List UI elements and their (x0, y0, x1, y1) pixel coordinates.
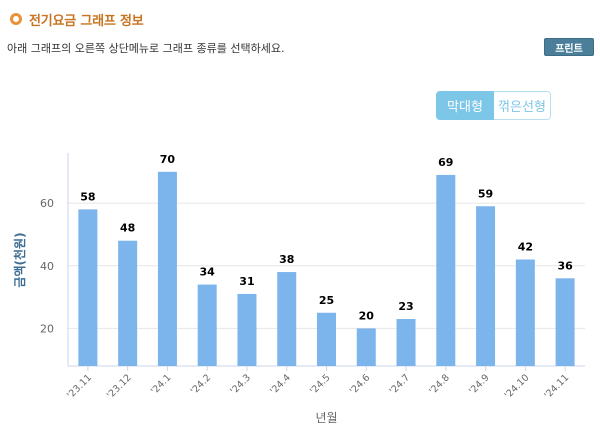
bar[interactable] (476, 206, 496, 366)
data-label: 25 (319, 294, 334, 307)
bar[interactable] (356, 328, 376, 366)
data-label: 70 (160, 153, 176, 166)
x-tick-label: '24.3 (228, 372, 253, 397)
y-tick-label: 20 (40, 322, 54, 335)
bar[interactable] (197, 284, 217, 366)
instruction-text: 아래 그래프의 오른쪽 상단메뉴로 그래프 종류를 선택하세요. (7, 42, 285, 55)
x-tick-label: '24.9 (467, 372, 492, 397)
x-tick-label: '24.4 (268, 372, 293, 397)
chart-type-toggle: 막대형 꺾은선형 (436, 91, 551, 120)
bar-chart-type-button[interactable]: 막대형 (436, 91, 494, 120)
x-tick-label: '24.2 (189, 372, 214, 397)
x-tick-label: '23.12 (105, 372, 134, 401)
y-tick-label: 60 (40, 197, 54, 210)
bar[interactable] (277, 272, 297, 366)
bar[interactable] (317, 312, 336, 366)
bar[interactable] (436, 174, 456, 366)
data-label: 34 (200, 266, 216, 279)
data-label: 36 (557, 259, 573, 272)
print-button[interactable]: 프린트 (544, 38, 594, 56)
bar[interactable] (78, 209, 98, 366)
x-tick-label: '23.11 (65, 372, 94, 401)
data-label: 42 (518, 241, 533, 254)
bar[interactable] (555, 278, 575, 366)
x-tick-label: '24.10 (503, 372, 532, 401)
bar[interactable] (118, 240, 138, 366)
data-label: 59 (478, 187, 493, 200)
data-label: 23 (398, 300, 413, 313)
x-axis-title: 년월 (315, 411, 337, 425)
data-label: 58 (80, 190, 95, 203)
x-tick-label: '24.5 (308, 372, 333, 397)
bar[interactable] (157, 171, 177, 366)
x-tick-label: '24.7 (388, 372, 413, 397)
bar[interactable] (237, 293, 257, 366)
data-label: 20 (359, 309, 375, 322)
section-title: 전기요금 그래프 정보 (29, 13, 144, 29)
bullet-icon (10, 13, 22, 25)
x-tick-label: '24.6 (348, 372, 373, 397)
data-label: 38 (279, 253, 294, 266)
data-label: 48 (120, 222, 135, 235)
y-tick-label: 40 (40, 260, 54, 273)
x-tick-label: '24.8 (427, 372, 452, 397)
section-header: 전기요금 그래프 정보 (10, 9, 144, 29)
bar[interactable] (515, 259, 535, 367)
x-tick-label: '24.1 (149, 372, 174, 397)
data-label: 31 (239, 275, 254, 288)
bar-chart: 20 40 60 58 '23.11 48 '23.12 70 '24.1 34 '24.2 31 '2… (12, 153, 585, 425)
bar[interactable] (396, 319, 416, 366)
data-label: 69 (438, 156, 453, 169)
line-chart-type-button[interactable]: 꺾은선형 (494, 91, 551, 120)
x-tick-label: '24.11 (542, 372, 571, 401)
y-axis-title: 금액(천원) (12, 232, 27, 287)
